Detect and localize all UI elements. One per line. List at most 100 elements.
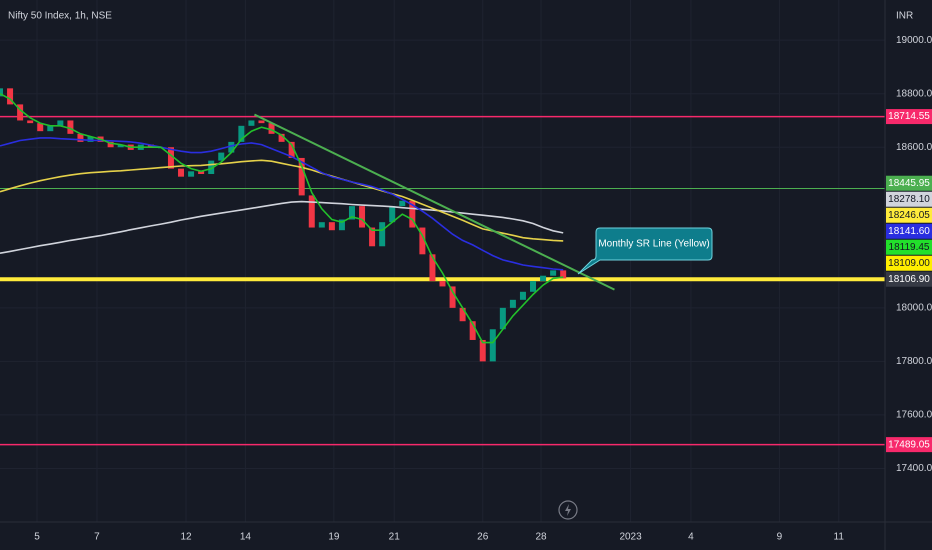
- price-badge: [886, 271, 932, 287]
- candle: [389, 206, 396, 223]
- candle: [37, 123, 44, 132]
- x-tick-label: 26: [477, 532, 489, 543]
- candle: [328, 222, 335, 231]
- candle: [7, 88, 14, 105]
- candle: [117, 144, 124, 148]
- candle: [87, 136, 94, 142]
- candle: [419, 227, 426, 255]
- candle: [188, 171, 195, 177]
- y-tick-label: 18600.00: [896, 142, 932, 153]
- x-tick-label: 2023: [619, 532, 642, 543]
- moving-average: [0, 200, 564, 254]
- candle: [67, 120, 74, 134]
- candle: [258, 120, 265, 124]
- candle: [359, 206, 366, 228]
- price-badge: [886, 191, 932, 207]
- candle: [0, 88, 3, 97]
- candle: [519, 291, 526, 300]
- candle: [228, 141, 235, 153]
- candle: [379, 222, 386, 247]
- candle: [198, 171, 205, 174]
- candle: [107, 141, 114, 148]
- price-badge: [886, 255, 932, 271]
- price-badge: [886, 207, 932, 223]
- price-badge-label: 18119.45: [889, 242, 930, 253]
- candle: [218, 152, 225, 161]
- x-tick-label: 9: [777, 532, 783, 543]
- candle: [17, 104, 24, 121]
- moving-average: [0, 92, 564, 344]
- x-tick-label: 12: [180, 532, 192, 543]
- candle: [439, 281, 446, 287]
- price-badge-label: 17489.05: [888, 439, 930, 450]
- candle: [499, 307, 506, 330]
- currency: INR: [896, 11, 913, 22]
- price-badge-label: 18109.00: [888, 258, 930, 269]
- candle: [57, 120, 64, 126]
- y-tick-label: 17600.00: [896, 410, 932, 421]
- candle: [550, 270, 557, 276]
- icon-bolt[interactable]: [565, 504, 571, 516]
- moving-average: [0, 137, 564, 271]
- x-tick-label: 14: [240, 532, 252, 543]
- candle: [47, 125, 54, 132]
- candle: [288, 141, 295, 158]
- candle: [399, 200, 406, 207]
- candle: [268, 123, 275, 134]
- price-badge: [886, 175, 932, 191]
- chart-title: Nifty 50 Index, 1h, NSE: [8, 11, 112, 22]
- y-tick-label: 18800.00: [896, 88, 932, 99]
- price-badge: [886, 437, 932, 453]
- candle: [449, 286, 456, 308]
- candle: [167, 147, 174, 169]
- y-tick-label: 17400.00: [896, 463, 932, 474]
- price-badge: [886, 223, 932, 239]
- candle: [178, 168, 185, 177]
- candle: [238, 125, 245, 142]
- candle: [27, 120, 34, 124]
- candle: [469, 321, 476, 340]
- moving-average: [0, 159, 564, 242]
- candle: [248, 120, 255, 126]
- callout: Monthly SR Line (Yellow): [577, 227, 713, 275]
- price-badge-label: 18141.60: [888, 226, 930, 237]
- candle: [369, 227, 376, 247]
- x-tick-label: 11: [834, 532, 845, 543]
- callout-text: Monthly SR Line (Yellow): [598, 239, 709, 250]
- candle: [298, 157, 305, 196]
- price-badge-label: 18445.95: [888, 178, 930, 189]
- candle: [208, 160, 215, 174]
- x-tick-label: 5: [34, 532, 40, 543]
- candle: [338, 219, 345, 231]
- trend-line: [254, 113, 615, 291]
- price-badge: [886, 109, 932, 125]
- candle: [308, 195, 315, 228]
- replay-icon[interactable]: [558, 500, 578, 520]
- price-badge-label: 18714.55: [888, 111, 930, 122]
- x-tick-label: 7: [94, 532, 100, 543]
- price-badge-label: 18246.05: [888, 210, 930, 221]
- candle: [489, 329, 496, 362]
- candle: [530, 281, 537, 292]
- candle: [459, 307, 466, 322]
- y-tick-label: 19000.00: [896, 35, 932, 46]
- candle: [560, 270, 567, 279]
- icon-circle[interactable]: [558, 500, 578, 520]
- candle: [348, 206, 355, 220]
- x-tick-label: 19: [328, 532, 340, 543]
- x-tick-label: 21: [389, 532, 401, 543]
- x-tick-label: 28: [535, 532, 547, 543]
- candle: [318, 222, 325, 228]
- candle: [429, 254, 436, 282]
- y-tick-label: 17800.00: [896, 356, 932, 367]
- candle: [540, 275, 547, 282]
- x-tick-label: 4: [688, 532, 694, 543]
- y-tick-label: 18000.00: [896, 302, 932, 313]
- callout-box: [577, 227, 713, 275]
- candle: [479, 339, 486, 362]
- price-badge-label: 18278.10: [888, 194, 930, 205]
- candle: [77, 133, 84, 142]
- candle: [509, 299, 516, 308]
